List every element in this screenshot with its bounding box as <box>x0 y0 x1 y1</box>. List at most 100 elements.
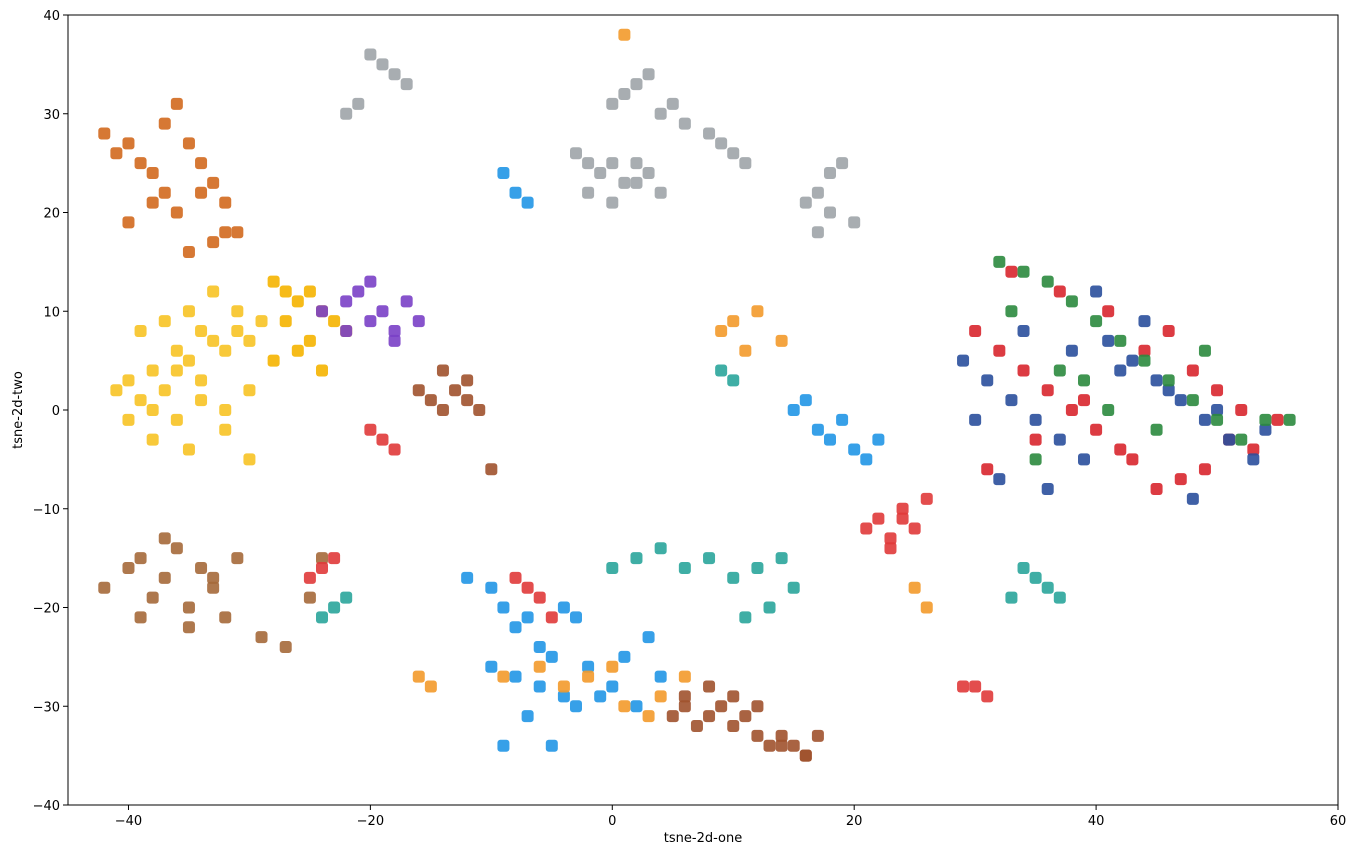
point <box>328 601 341 614</box>
point <box>122 137 135 150</box>
point <box>485 463 498 476</box>
point <box>654 690 667 703</box>
point <box>461 394 474 407</box>
point <box>799 196 812 209</box>
point <box>110 384 123 397</box>
point <box>1247 453 1260 466</box>
point <box>1102 334 1115 347</box>
point <box>606 157 619 170</box>
point <box>654 107 667 120</box>
point <box>412 670 425 683</box>
point <box>533 641 546 653</box>
x-tick-label: −40 <box>115 814 142 829</box>
point <box>981 374 994 387</box>
point <box>1017 562 1030 574</box>
point <box>352 285 365 298</box>
point <box>219 226 232 239</box>
point <box>146 591 159 604</box>
point <box>316 552 328 565</box>
point <box>582 186 595 199</box>
point <box>533 660 546 673</box>
point <box>134 611 147 624</box>
point <box>642 167 655 179</box>
point <box>848 443 861 456</box>
point <box>424 680 437 693</box>
point <box>920 492 933 505</box>
point <box>182 601 195 614</box>
point <box>388 325 401 337</box>
point <box>1029 453 1042 466</box>
point <box>618 176 631 189</box>
point <box>388 334 401 347</box>
point <box>364 275 377 288</box>
point <box>279 315 292 328</box>
point <box>1150 374 1163 387</box>
point <box>594 167 607 179</box>
point <box>606 97 619 110</box>
point <box>545 650 558 663</box>
point <box>993 473 1006 486</box>
point <box>824 167 836 179</box>
point <box>134 394 147 407</box>
point <box>219 611 232 624</box>
point <box>1211 384 1224 397</box>
point <box>134 157 147 170</box>
point <box>884 542 897 555</box>
point <box>158 117 171 130</box>
point <box>787 739 800 752</box>
point <box>497 670 510 683</box>
point <box>1259 413 1272 426</box>
point <box>1223 433 1236 446</box>
point <box>533 591 546 604</box>
point <box>182 305 195 318</box>
point <box>267 275 280 288</box>
point <box>1162 374 1175 387</box>
point <box>1090 315 1103 328</box>
point <box>1065 344 1078 357</box>
point <box>642 631 655 644</box>
point <box>969 413 982 426</box>
point <box>328 552 341 565</box>
point <box>1138 344 1151 357</box>
point <box>497 739 510 752</box>
point <box>195 325 208 337</box>
point <box>122 562 135 574</box>
point <box>509 186 522 199</box>
point <box>666 97 679 110</box>
point <box>1102 305 1115 318</box>
point <box>630 157 643 170</box>
point <box>654 670 667 683</box>
point <box>739 611 752 624</box>
point <box>1150 423 1163 436</box>
y-tick-label: 40 <box>43 9 60 24</box>
point <box>219 344 232 357</box>
point <box>1114 443 1127 456</box>
point <box>787 404 800 416</box>
point <box>1041 384 1054 397</box>
point <box>485 660 498 673</box>
point <box>727 147 740 160</box>
point <box>98 581 111 594</box>
y-tick-label: −10 <box>33 503 60 518</box>
point <box>703 552 716 565</box>
point <box>1114 364 1127 377</box>
point <box>666 710 679 723</box>
point <box>1283 413 1296 426</box>
point <box>957 680 970 693</box>
point <box>509 670 522 683</box>
y-tick-label: 10 <box>43 305 60 320</box>
point <box>618 88 631 100</box>
point <box>824 433 836 446</box>
point <box>376 305 389 318</box>
point <box>158 532 171 545</box>
point <box>618 650 631 663</box>
point <box>497 601 510 614</box>
point <box>328 315 341 328</box>
point <box>255 315 268 328</box>
point <box>1162 325 1175 337</box>
point <box>969 680 982 693</box>
x-axis-label: tsne-2d-one <box>664 831 742 846</box>
x-tick-label: −20 <box>357 814 384 829</box>
point <box>388 68 401 81</box>
point <box>364 423 377 436</box>
